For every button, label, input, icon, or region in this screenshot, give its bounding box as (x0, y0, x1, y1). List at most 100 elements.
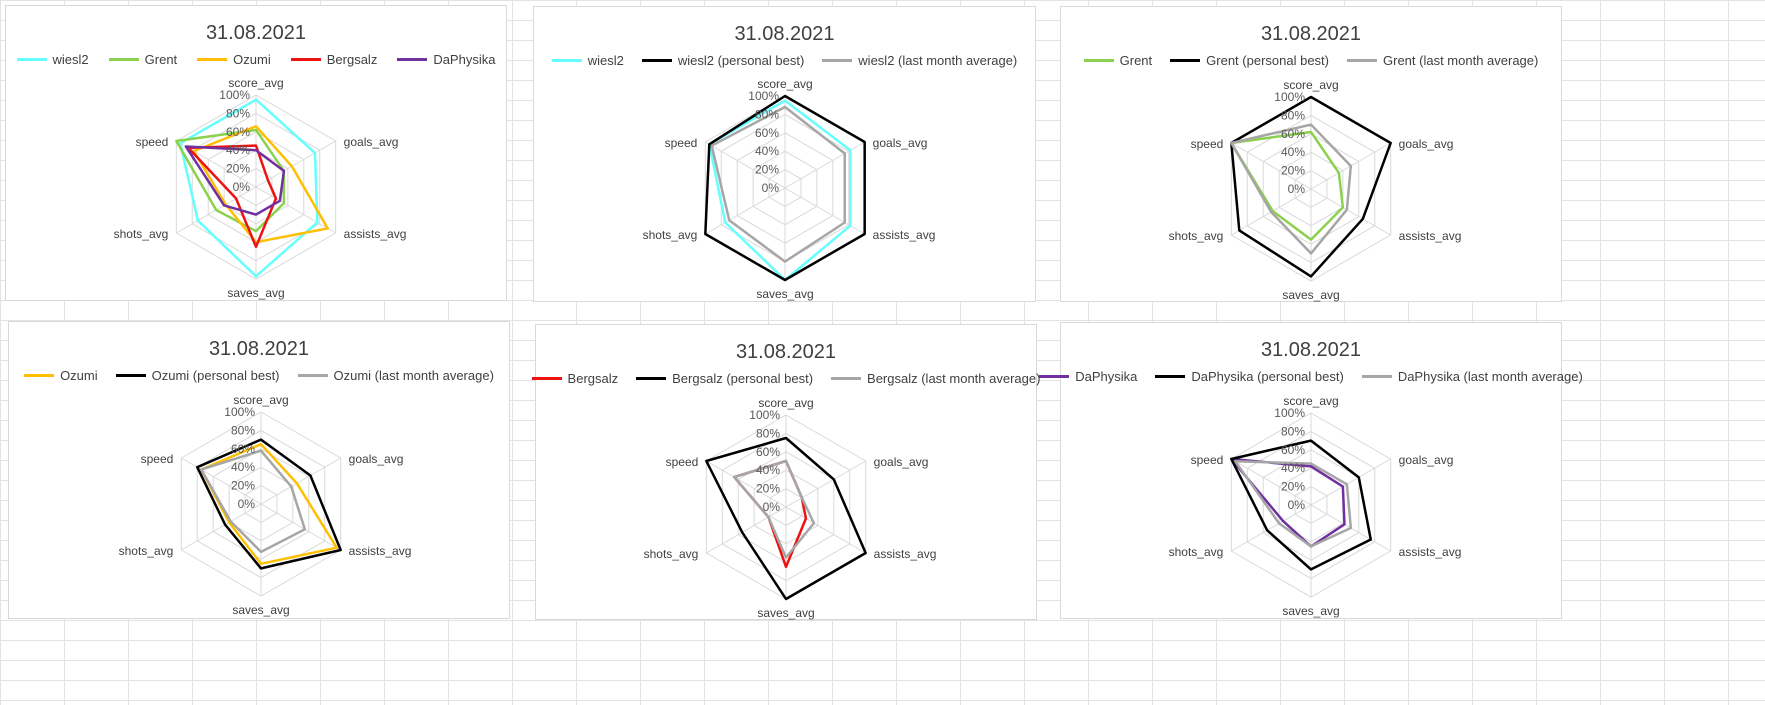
axis-label: goals_avg (344, 135, 399, 149)
series-line-4 (184, 145, 286, 216)
legend-item-1: DaPhysika (personal best) (1155, 369, 1344, 384)
tick-label: 60% (755, 126, 779, 140)
legend-item-2: Bergsalz (last month average) (831, 371, 1040, 386)
axis-spoke (181, 457, 262, 505)
tick-label: 40% (231, 460, 255, 474)
axis-label: saves_avg (227, 286, 284, 300)
legend-swatch (108, 58, 139, 61)
legend-swatch (1347, 59, 1377, 62)
legend-swatch (641, 59, 672, 62)
legend-swatch (290, 58, 321, 61)
axis-label: saves_avg (756, 287, 813, 301)
legend-item-1: wiesl2 (personal best) (641, 53, 804, 68)
axis-label: speed (665, 136, 698, 150)
axis-spoke (705, 187, 786, 235)
legend-swatch (636, 377, 667, 380)
chart-panel-5[interactable]: 31.08.2021 DaPhysika DaPhysika (personal… (1039, 322, 1583, 619)
chart-title: 31.08.2021 (1260, 23, 1362, 45)
legend-label: Ozumi (personal best) (151, 368, 280, 383)
axis-label: speed (1191, 453, 1224, 467)
legend-swatch (197, 58, 228, 61)
tick-label: 80% (1281, 108, 1305, 122)
axis-spoke (785, 460, 866, 508)
legend-item-0: wiesl2 (551, 53, 624, 68)
tick-label: 0% (1288, 182, 1306, 196)
chart-panel-1[interactable]: 31.08.2021 wiesl2 wiesl2 (personal best)… (533, 6, 1036, 302)
chart-legend: wiesl2 Grent Ozumi Bergsalz DaPhysika (6, 52, 506, 67)
axis-spoke (785, 506, 866, 554)
tick-label: 0% (762, 181, 780, 195)
tick-label: 20% (226, 162, 250, 176)
axis-spoke (1231, 142, 1312, 190)
chart-panel-2[interactable]: 31.08.2021 Grent Grent (personal best) G… (1060, 6, 1562, 302)
axis-label: assists_avg (344, 227, 407, 241)
axis-label: assists_avg (873, 228, 936, 242)
tick-label: 40% (1281, 145, 1305, 159)
legend-item-0: Grent (1083, 53, 1153, 68)
radar-plot: 0% 20% 40% 60% 80% 100%score_avg goals_avgassi… (644, 396, 937, 620)
legend-label: Grent (1119, 53, 1153, 68)
legend-item-0: Ozumi (24, 368, 98, 383)
chart-legend: Bergsalz Bergsalz (personal best) Bergsa… (531, 371, 1040, 386)
legend-label: Bergsalz (last month average) (867, 371, 1041, 386)
legend-swatch (24, 374, 55, 377)
axis-spoke (255, 186, 336, 234)
tick-label: 40% (755, 144, 779, 158)
tick-label: 20% (1281, 480, 1305, 494)
axis-label: goals_avg (874, 455, 929, 469)
legend-item-2: Ozumi (last month average) (297, 368, 494, 383)
tick-label: 80% (755, 107, 779, 121)
axis-label: score_avg (757, 77, 812, 91)
legend-item-2: DaPhysika (last month average) (1361, 369, 1583, 384)
radar-plot: 0% 20% 40% 60% 80% 100%score_avg goals_avgassi… (1169, 394, 1462, 618)
legend-swatch (1170, 59, 1201, 62)
series-line-2 (1234, 460, 1353, 548)
axis-label: score_avg (1283, 78, 1338, 92)
chart-title: 31.08.2021 (735, 341, 837, 363)
axis-spoke (255, 140, 336, 188)
legend-item-1: Ozumi (personal best) (115, 368, 280, 383)
tick-label: 100% (1274, 90, 1305, 104)
axis-label: saves_avg (232, 603, 289, 617)
series-line-2 (732, 459, 816, 559)
legend-swatch (16, 58, 47, 61)
chart-title: 31.08.2021 (208, 338, 310, 360)
axis-label: score_avg (1283, 394, 1338, 408)
legend-label: Ozumi (last month average) (333, 368, 494, 383)
axis-label: speed (141, 452, 174, 466)
tick-label: 80% (1281, 424, 1305, 438)
series-line-2 (1230, 123, 1353, 255)
tick-label: 40% (756, 463, 780, 477)
legend-label: Bergsalz (326, 52, 378, 67)
chart-panel-3[interactable]: 31.08.2021 Ozumi Ozumi (personal best) O… (8, 321, 510, 619)
axis-spoke (784, 187, 865, 235)
legend-swatch (1361, 375, 1392, 378)
tick-label: 100% (749, 408, 780, 422)
axis-spoke (1310, 458, 1391, 506)
chart-legend: wiesl2 wiesl2 (personal best) wiesl2 (la… (534, 53, 1035, 68)
axis-spoke (1310, 188, 1391, 236)
axis-label: shots_avg (114, 227, 169, 241)
legend-label: Ozumi (60, 368, 98, 383)
legend-item-2: wiesl2 (last month average) (822, 53, 1017, 68)
axis-spoke (784, 141, 865, 189)
axis-label: shots_avg (1169, 229, 1224, 243)
tick-label: 40% (1281, 461, 1305, 475)
series-line-2 (710, 105, 847, 263)
axis-label: assists_avg (1399, 229, 1462, 243)
legend-swatch (297, 374, 328, 377)
legend-swatch (1155, 375, 1186, 378)
chart-title: 31.08.2021 (1260, 339, 1362, 361)
axis-label: saves_avg (1282, 288, 1339, 302)
series-line-1 (704, 94, 866, 282)
axis-label: score_avg (758, 396, 813, 410)
legend-item-3: Bergsalz (290, 52, 378, 67)
legend-label: DaPhysika (personal best) (1191, 369, 1344, 384)
chart-panel-0[interactable]: 31.08.2021 wiesl2 Grent Ozumi Bergsalz D… (5, 5, 507, 301)
axis-label: shots_avg (1169, 545, 1224, 559)
series-line-1 (196, 438, 342, 570)
tick-label: 20% (755, 163, 779, 177)
chart-panel-4[interactable]: 31.08.2021 Bergsalz Bergsalz (personal b… (531, 324, 1040, 620)
axis-label: speed (666, 455, 699, 469)
legend-label: DaPhysika (433, 52, 496, 67)
